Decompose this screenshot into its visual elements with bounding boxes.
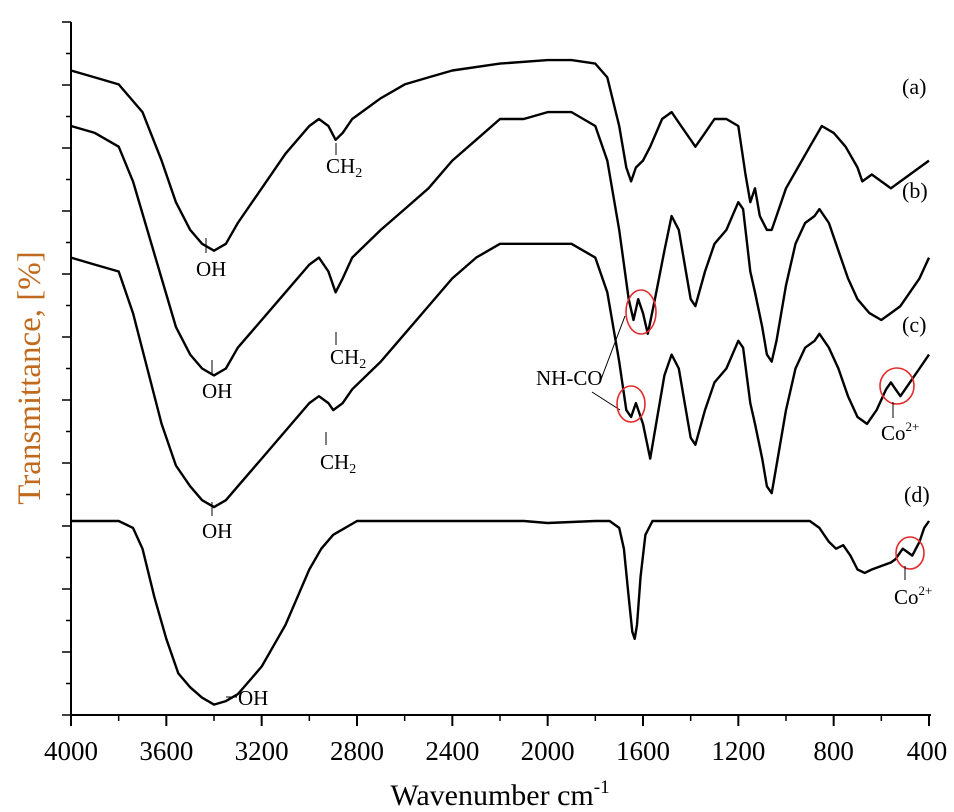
co-annotation-c: Co2+ (879, 367, 919, 445)
x-tick-label: 3200 (235, 736, 289, 766)
oh-annotation-b: OH (202, 360, 232, 403)
curve-label-c: (c) (902, 312, 926, 337)
co-annotation-d: Co2+ (894, 536, 932, 609)
svg-text:Co2+: Co2+ (881, 419, 919, 445)
curve-label-a: (a) (902, 74, 926, 99)
curve-label-d: (d) (904, 482, 930, 507)
x-tick-label: 2800 (330, 736, 384, 766)
svg-text:CH2: CH2 (326, 154, 362, 181)
spectrum-line-d (71, 519, 930, 706)
x-tick-label: 3600 (139, 736, 193, 766)
ch2-annotation-b: CH2 (330, 332, 366, 372)
svg-text:OH: OH (238, 686, 268, 710)
x-tick-label: 2400 (425, 736, 479, 766)
x-axis-title: Wavenumber cm-1 (390, 777, 609, 812)
svg-text:OH: OH (196, 257, 226, 281)
x-tick-label: 800 (813, 736, 854, 766)
x-ticks: 4000 3600 3200 2800 2400 2000 1600 1200 800 400 (44, 715, 947, 766)
x-tick-label: 400 (907, 736, 948, 766)
svg-text:Co2+: Co2+ (894, 583, 932, 609)
spectrum-line-a (70, 58, 930, 252)
nhco-highlight-c (616, 385, 646, 423)
x-tick-label: 2000 (521, 736, 575, 766)
svg-text:OH: OH (202, 519, 232, 543)
spectra (70, 58, 931, 706)
nhco-highlight-b (625, 289, 657, 335)
nhco-annotation: NH-CO (536, 289, 657, 423)
spectrum-line-c (70, 242, 930, 509)
ch2-annotation-a: CH2 (326, 143, 362, 181)
x-tick-label: 1600 (616, 736, 670, 766)
oh-annotation-c: OH (202, 502, 232, 543)
x-tick-label: 1200 (711, 736, 765, 766)
x-tick-label: 4000 (44, 736, 98, 766)
svg-text:NH-CO: NH-CO (536, 366, 603, 390)
oh-annotation-a: OH (196, 238, 226, 281)
svg-text:CH2: CH2 (320, 450, 356, 477)
svg-text:CH2: CH2 (330, 345, 366, 372)
y-axis-title: Transmittance, [%] (12, 251, 48, 505)
ch2-annotation-c: CH2 (320, 432, 356, 477)
curve-label-b: (b) (902, 178, 928, 203)
y-ticks (62, 21, 71, 716)
oh-annotation-d: OH (226, 686, 268, 710)
svg-text:OH: OH (202, 379, 232, 403)
spectrum-line-b (70, 110, 931, 377)
